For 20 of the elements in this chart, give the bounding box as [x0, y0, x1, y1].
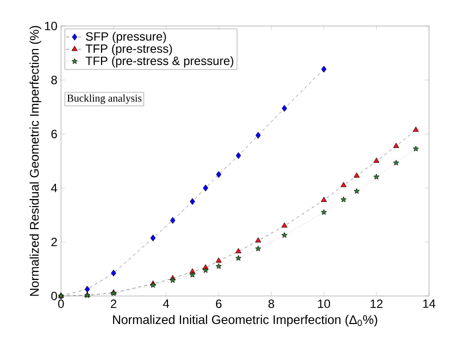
legend-label: TFP (pre-stress & pressure) — [86, 56, 234, 68]
y-tick-label: 8 — [51, 76, 57, 84]
y-tick-label: 0 — [51, 292, 58, 300]
y-tick-label: 10 — [45, 22, 58, 30]
x-tick-label: 2 — [110, 300, 116, 308]
x-tick-label: 12 — [370, 300, 382, 308]
x-tick-label: 6 — [216, 300, 222, 308]
x-tick-label: 0 — [58, 300, 64, 308]
annotation: Buckling analysis — [67, 94, 142, 104]
y-tick-label: 2 — [51, 238, 57, 246]
y-tick-label: 6 — [51, 130, 57, 138]
y-tick-label: 4 — [51, 184, 58, 192]
x-tick-label: 10 — [318, 300, 330, 308]
legend-label: SFP (pressure) — [86, 32, 166, 44]
x-tick-label: 4 — [163, 300, 170, 308]
legend-label: TFP (pre-stress) — [86, 44, 172, 56]
x-tick-label: 8 — [268, 300, 274, 308]
y-axis-title: Normalized Residual Geometric Imperfection (%) — [30, 26, 42, 296]
x-tick-label: 14 — [423, 300, 436, 308]
x-axis-title: Normalized Initial Geometric Imperfection (Δ$_{0}$%) — [113, 314, 378, 327]
